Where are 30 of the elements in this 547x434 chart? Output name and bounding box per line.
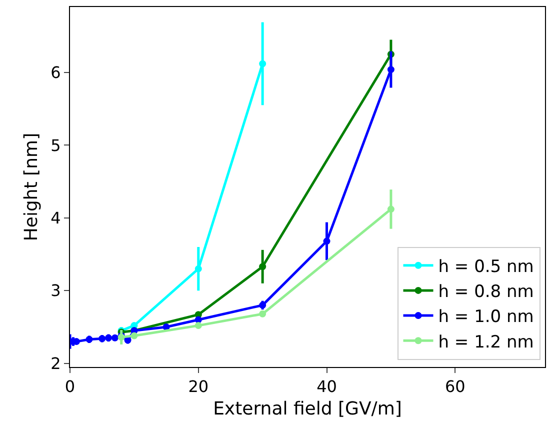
y-tick-label: 6 [50, 63, 61, 82]
point [259, 310, 266, 318]
point [259, 60, 266, 68]
point [194, 316, 202, 324]
point [387, 206, 394, 213]
y-tick-label: 5 [50, 136, 61, 155]
x-tick-label: 0 [64, 377, 76, 396]
x-tick-label: 60 [444, 377, 466, 396]
y-axis-title: Height [nm] [20, 132, 42, 242]
point [194, 265, 202, 272]
point [105, 334, 112, 342]
legend-label: h = 0.8 nm [438, 282, 534, 302]
x-tick-label: 20 [188, 377, 209, 396]
y-tick-label: 2 [50, 354, 61, 373]
x-tick-label: 40 [316, 377, 337, 396]
point [111, 334, 118, 342]
point [130, 332, 138, 340]
point [259, 302, 266, 309]
point [259, 263, 266, 270]
legend-label: h = 1.0 nm [438, 307, 534, 328]
legend-label: h = 1.2 nm [438, 332, 534, 352]
legend-label: h = 0.5 nm [438, 256, 534, 277]
point [323, 238, 330, 245]
point [387, 66, 394, 74]
point [86, 336, 93, 343]
x-axis-title: External field [GV/m] [213, 398, 402, 420]
point [98, 335, 106, 342]
point [194, 322, 202, 330]
y-tick-label: 3 [50, 281, 61, 300]
y-tick-label: 4 [50, 208, 61, 228]
